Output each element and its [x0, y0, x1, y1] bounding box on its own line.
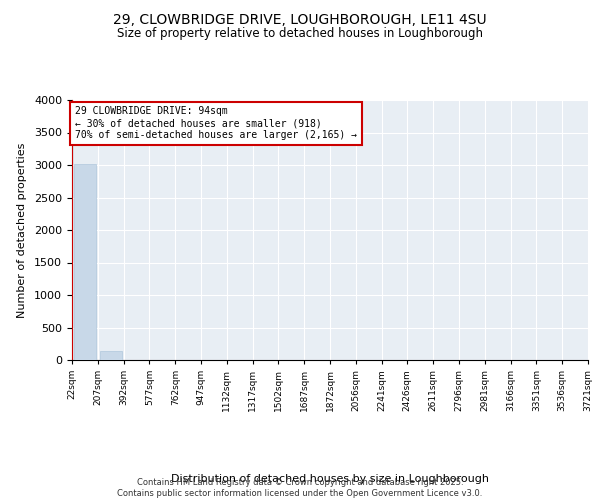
X-axis label: Distribution of detached houses by size in Loughborough: Distribution of detached houses by size …	[171, 474, 489, 484]
Text: Size of property relative to detached houses in Loughborough: Size of property relative to detached ho…	[117, 28, 483, 40]
Text: Contains HM Land Registry data © Crown copyright and database right 2025.
Contai: Contains HM Land Registry data © Crown c…	[118, 478, 482, 498]
Bar	[74, 164, 96, 360]
Bar	[100, 351, 122, 360]
Text: 29 CLOWBRIDGE DRIVE: 94sqm
← 30% of detached houses are smaller (918)
70% of sem: 29 CLOWBRIDGE DRIVE: 94sqm ← 30% of deta…	[75, 106, 357, 140]
Text: 29, CLOWBRIDGE DRIVE, LOUGHBOROUGH, LE11 4SU: 29, CLOWBRIDGE DRIVE, LOUGHBOROUGH, LE11…	[113, 12, 487, 26]
Y-axis label: Number of detached properties: Number of detached properties	[17, 142, 27, 318]
